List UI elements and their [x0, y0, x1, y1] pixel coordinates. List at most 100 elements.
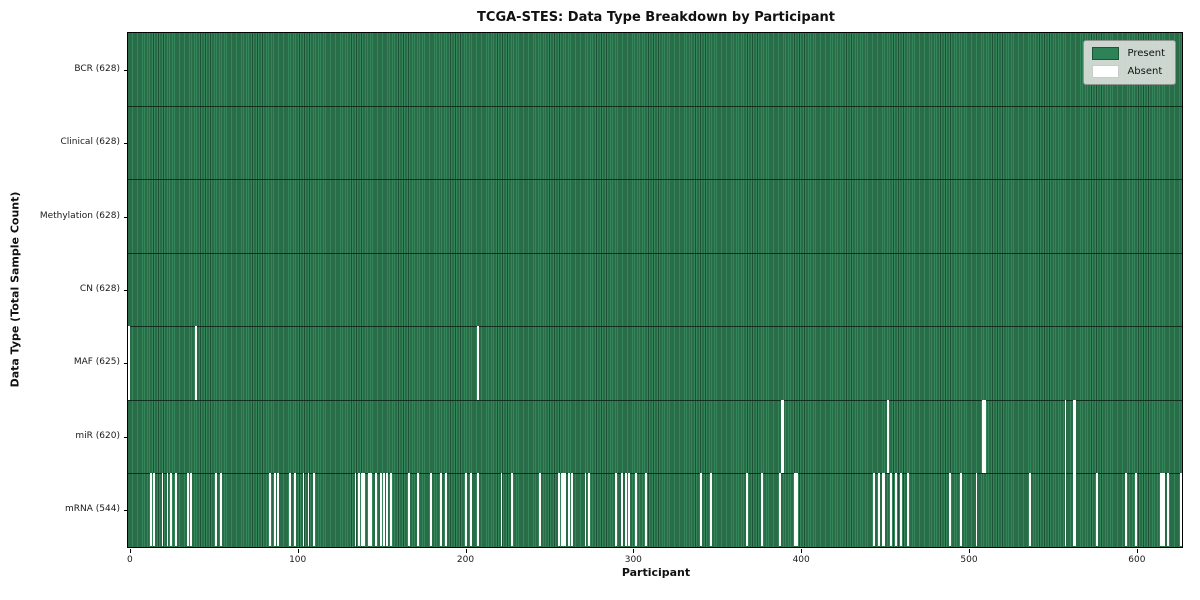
- absent-stripe-mRNA-264: [571, 473, 573, 547]
- row-separator: [128, 179, 1182, 181]
- y-tick-label-CN: CN (628): [79, 284, 120, 294]
- absent-stripe-mRNA-505: [975, 473, 978, 547]
- absent-stripe-mRNA-143: [368, 473, 370, 547]
- absent-stripe-MAF-40: [195, 326, 198, 400]
- y-tick-label-BCR: BCR (628): [74, 63, 120, 74]
- absent-stripe-mRNA-154: [386, 473, 389, 547]
- y-tick-BCR: [123, 69, 128, 71]
- absent-stripe-mRNA-35: [186, 473, 189, 547]
- absent-stripe-mRNA-489: [948, 473, 951, 547]
- absent-stripe-mRNA-296: [624, 473, 627, 547]
- absent-stripe-mRNA-294: [621, 473, 624, 547]
- x-tick-500: [969, 548, 970, 553]
- absent-stripe-mRNA-615: [1160, 473, 1163, 547]
- absent-stripe-mRNA-397: [794, 473, 797, 547]
- x-tick-label-300: 300: [624, 555, 642, 565]
- absent-stripe-mRNA-617: [1163, 473, 1166, 547]
- absent-stripe-mRNA-272: [584, 473, 587, 547]
- absent-stripe-mRNA-347: [710, 473, 713, 547]
- absent-stripe-mRNA-20: [161, 473, 164, 547]
- absent-stripe-mRNA-28: [174, 473, 177, 547]
- x-tick-0: [129, 548, 131, 553]
- x-tick-label-600: 600: [1128, 555, 1146, 565]
- absent-stripe-mRNA-308: [644, 473, 647, 547]
- absent-stripe-mRNA-298: [628, 473, 631, 547]
- absent-stripe-mRNA-447: [878, 473, 881, 547]
- y-tick-mRNA: [123, 510, 128, 512]
- chart-title: TCGA-STES: Data Type Breakdown by Partic…: [477, 10, 835, 25]
- row-separator: [128, 473, 1182, 475]
- absent-stripe-mRNA-594: [1124, 473, 1127, 547]
- absent-stripe-miR-509: [982, 399, 985, 474]
- absent-stripe-mRNA-150: [379, 473, 382, 547]
- absent-stripe-mRNA-368: [745, 473, 748, 547]
- absent-stripe-mRNA-135: [354, 473, 357, 547]
- x-tick-label-500: 500: [960, 555, 978, 565]
- absent-stripe-mRNA-444: [873, 473, 876, 547]
- absent-stripe-mRNA-245: [539, 473, 542, 547]
- absent-stripe-miR-558: [1064, 399, 1067, 474]
- absent-stripe-mRNA-302: [634, 473, 637, 547]
- absent-stripe-mRNA-139: [361, 473, 364, 547]
- absent-stripe-mRNA-37: [190, 473, 192, 547]
- legend-item-absent: Absent: [1092, 64, 1165, 78]
- y-tick-label-Methylation: Methylation (628): [39, 210, 120, 221]
- absent-stripe-mRNA-258: [561, 473, 563, 547]
- absent-stripe-mRNA-256: [557, 473, 560, 547]
- x-tick-100: [297, 548, 299, 553]
- absent-stripe-mRNA-222: [500, 473, 503, 547]
- y-tick-label-miR: miR (620): [75, 430, 120, 441]
- absent-stripe-miR-390: [782, 399, 785, 474]
- absent-stripe-miR-452: [886, 399, 889, 474]
- absent-stripe-mRNA-388: [779, 473, 782, 547]
- absent-stripe-mRNA-52: [215, 473, 218, 547]
- absent-stripe-miR-510: [983, 399, 986, 474]
- legend-item-present: Present: [1092, 46, 1165, 60]
- legend-label-present: Present: [1127, 47, 1165, 59]
- absent-stripe-mRNA-23: [166, 473, 169, 547]
- y-tick-label-MAF: MAF (625): [73, 357, 120, 368]
- absent-stripe-mRNA-107: [307, 473, 310, 547]
- y-tick-Clinical: [123, 143, 128, 145]
- x-tick-400: [801, 548, 803, 553]
- absent-stripe-mRNA-140: [362, 473, 365, 547]
- x-tick-300: [633, 548, 635, 553]
- absent-stripe-mRNA-84: [268, 473, 271, 547]
- absent-stripe-mRNA-563: [1072, 473, 1075, 547]
- absent-stripe-MAF-0: [128, 326, 130, 400]
- absent-stripe-mRNA-627: [1180, 473, 1183, 547]
- legend-swatch-absent: [1092, 64, 1120, 78]
- absent-stripe-mRNA-152: [383, 473, 385, 547]
- absent-stripe-mRNA-464: [906, 473, 909, 547]
- absent-stripe-MAF-208: [477, 326, 479, 400]
- y-tick-label-mRNA: mRNA (544): [65, 504, 120, 515]
- absent-stripe-mRNA-457: [895, 473, 897, 547]
- absent-stripe-mRNA-259: [562, 473, 565, 547]
- absent-stripe-mRNA-201: [465, 473, 468, 547]
- absent-stripe-mRNA-15: [153, 473, 156, 547]
- absent-stripe-miR-389: [780, 399, 783, 474]
- absent-stripe-mRNA-260: [564, 473, 567, 547]
- absent-stripe-mRNA-99: [294, 473, 297, 547]
- y-tick-Methylation: [123, 216, 128, 218]
- absent-stripe-mRNA-55: [220, 473, 223, 547]
- absent-stripe-mRNA-619: [1166, 473, 1169, 547]
- y-tick-label-Clinical: Clinical (628): [60, 137, 120, 148]
- absent-stripe-mRNA-13: [149, 473, 152, 547]
- absent-stripe-mRNA-228: [510, 473, 513, 547]
- x-tick-600: [1136, 548, 1138, 553]
- absent-stripe-mRNA-87: [274, 473, 276, 547]
- absent-stripe-mRNA-167: [408, 473, 411, 547]
- x-tick-label-400: 400: [792, 555, 810, 565]
- y-tick-miR: [123, 436, 128, 438]
- absent-stripe-mRNA-137: [357, 473, 360, 547]
- row-separator: [128, 105, 1182, 107]
- legend: Present Absent: [1083, 39, 1176, 85]
- legend-label-absent: Absent: [1127, 65, 1163, 77]
- absent-stripe-mRNA-147: [374, 473, 377, 547]
- absent-stripe-mRNA-144: [369, 473, 372, 547]
- absent-stripe-mRNA-460: [900, 473, 902, 547]
- absent-stripe-mRNA-600: [1135, 473, 1137, 547]
- absent-stripe-mRNA-450: [883, 473, 886, 547]
